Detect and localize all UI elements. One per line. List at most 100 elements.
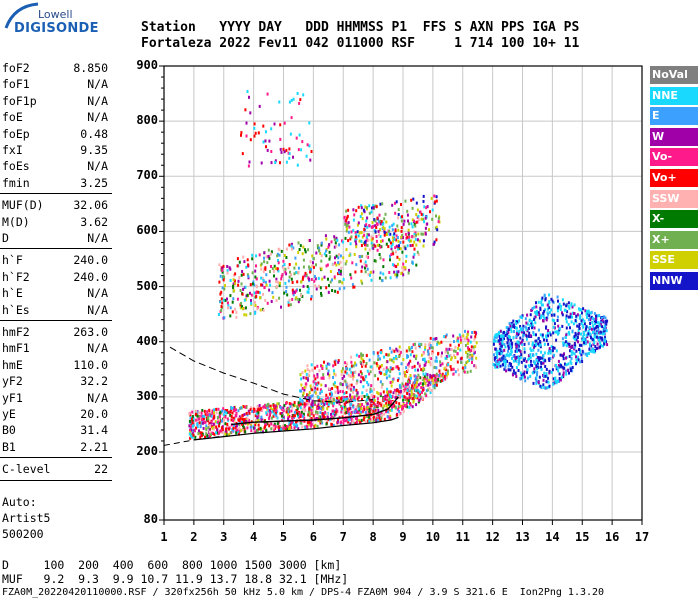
echo-point [405,254,408,258]
echo-point [224,432,227,436]
echo-point [498,348,501,351]
echo-point [360,269,363,273]
echo-point [324,234,327,238]
echo-point [429,210,431,214]
echo-point [265,423,267,427]
echo-point [379,418,382,422]
echo-point [274,159,277,163]
echo-point [367,383,370,387]
echo-point [251,271,254,275]
echo-point [282,406,285,410]
echo-point [311,264,314,268]
echo-point [466,360,469,364]
echo-point [517,355,520,359]
echo-point [591,330,594,334]
echo-point [407,228,410,232]
echo-point [298,400,301,404]
echo-point [340,420,343,424]
echo-point [387,353,390,357]
param-fmin: fmin 3.25 [2,175,108,191]
echo-point [366,402,369,406]
echo-point [463,337,466,341]
echo-point [272,426,275,430]
echo-point [304,271,307,275]
echo-point [370,235,373,239]
echo-point [370,210,373,214]
echo-point [283,121,286,125]
echo-point [433,386,436,390]
echo-point [288,147,291,151]
echo-point [285,290,288,293]
echo-point [337,399,340,403]
echo-point [542,354,545,358]
echo-point [397,228,400,232]
echo-point [219,300,222,304]
echo-point [429,344,432,347]
echo-point [204,420,207,424]
echo-point [270,407,273,410]
echo-point [383,412,386,416]
echo-point [515,374,518,378]
echo-point [215,431,217,435]
echo-point [231,406,234,410]
echo-point [340,404,342,408]
echo-point [525,328,528,331]
echo-point [565,314,568,318]
echo-point [368,211,371,215]
echo-point [493,335,496,339]
echo-point [539,333,542,337]
echo-point [565,304,568,308]
echo-point [377,392,380,396]
echo-point [454,356,457,359]
echo-point [266,92,269,96]
echo-point [596,331,599,335]
echo-point [347,373,350,377]
echo-point [402,262,405,266]
echo-point [355,209,358,213]
echo-point [216,431,219,435]
echo-point [275,404,278,408]
echo-point [378,370,381,374]
echo-point [422,217,425,221]
echo-point [241,417,244,421]
echo-point [467,346,469,350]
echo-point [474,335,477,339]
echo-point [398,247,401,250]
echo-point [512,319,515,323]
echo-point [390,358,393,362]
echo-point [459,348,462,352]
echo-point [232,426,235,430]
echo-point [430,388,433,392]
echo-point [581,349,584,353]
echo-point [293,266,296,270]
echo-point [354,421,357,425]
echo-point [355,421,358,425]
echo-point [585,333,588,337]
echo-point [435,381,438,384]
echo-point [376,418,379,422]
echo-point [512,359,515,363]
echo-point [523,331,526,335]
echo-point [315,382,318,386]
echo-point [361,376,364,380]
echo-point [361,397,363,401]
echo-point [277,425,280,429]
echo-point [595,324,598,328]
echo-point [219,415,221,419]
echo-point [239,406,242,410]
echo-point [544,365,547,368]
echo-point [391,236,394,240]
echo-point [309,405,312,409]
profile-traces [163,346,400,446]
echo-point [569,326,571,330]
echo-point [574,319,577,322]
echo-point [566,310,569,314]
echo-point [305,372,308,376]
echo-point [310,423,313,427]
echo-point [435,383,438,387]
echo-point [368,372,371,376]
echo-point [441,372,444,376]
echo-point [233,406,236,410]
echo-point [278,428,280,432]
echo-point [318,248,321,252]
